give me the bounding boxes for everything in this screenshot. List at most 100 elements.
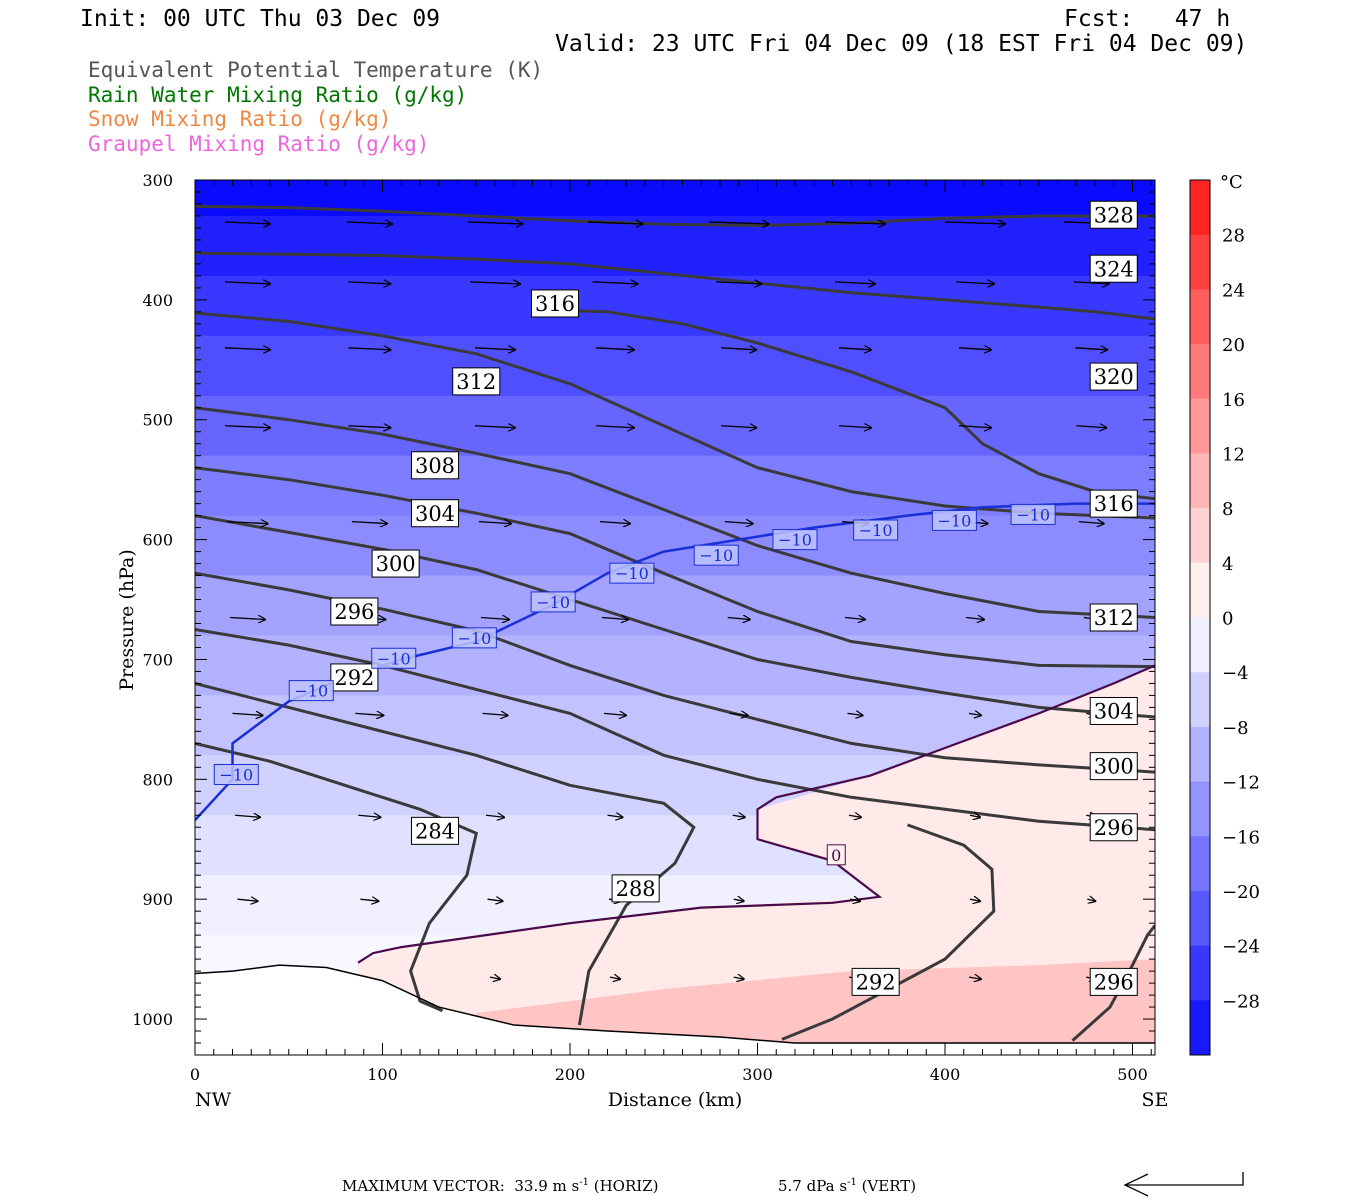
colorbar-swatch xyxy=(1190,508,1210,564)
horiz-label: (HORIZ) xyxy=(588,1177,659,1195)
y-tick-label: 900 xyxy=(142,890,173,909)
wind-vector xyxy=(599,522,630,524)
wind-vector xyxy=(601,618,628,620)
wind-vector xyxy=(969,899,980,901)
wind-vector xyxy=(724,522,753,524)
colorbar-unit: °C xyxy=(1220,172,1243,193)
label-box xyxy=(611,874,660,903)
wind-vector xyxy=(224,348,270,350)
label-box xyxy=(1089,603,1138,632)
label-box xyxy=(1089,200,1138,229)
legend-graupel: Graupel Mixing Ratio (g/kg) xyxy=(88,132,430,156)
isotherm-minus10-label: −10 xyxy=(451,627,497,649)
label-text: 328 xyxy=(1094,203,1134,227)
x-tick-label: 400 xyxy=(930,1065,961,1084)
colorbar-tick-label: 28 xyxy=(1222,226,1245,247)
wind-vector xyxy=(592,282,638,284)
vert-unit: -1 xyxy=(847,1177,857,1188)
label-text: 312 xyxy=(1094,606,1134,630)
label-text: 296 xyxy=(1094,970,1134,994)
wind-vector xyxy=(732,815,745,817)
label-text: −10 xyxy=(699,546,733,565)
label-box xyxy=(330,663,379,692)
wind-vector xyxy=(351,522,387,524)
wind-vector xyxy=(716,282,761,284)
wind-vector xyxy=(969,815,980,817)
forecast-hour: Fcst: 47 h xyxy=(1064,6,1231,32)
label-box xyxy=(410,816,460,845)
wind-vector xyxy=(733,899,744,901)
label-box xyxy=(530,289,580,318)
y-tick-label: 400 xyxy=(142,291,173,310)
label-box xyxy=(851,967,900,996)
colorbar-swatch xyxy=(1190,781,1210,837)
wind-vector xyxy=(955,282,994,284)
colorbar: 28 24 20 16 12 8 4 0 −4 −8 −12 −16 −20 −24 −28 °C xyxy=(1189,172,1260,1056)
y-tick-label: 1000 xyxy=(132,1010,173,1029)
label-text: 320 xyxy=(1094,365,1134,389)
wind-vector xyxy=(729,713,748,715)
wind-vector xyxy=(487,899,503,901)
isotherm-minus10-label: −10 xyxy=(1010,503,1056,525)
wind-vector xyxy=(733,977,744,979)
label-text: −10 xyxy=(377,649,411,668)
colorbar-tick-label: 4 xyxy=(1222,554,1233,575)
colorbar-tick-label: −16 xyxy=(1222,827,1260,848)
label-box xyxy=(330,597,379,626)
label-text: 304 xyxy=(415,502,455,526)
below-ground xyxy=(195,965,1155,1055)
wind-vector xyxy=(1075,348,1107,350)
wind-vector xyxy=(489,977,500,979)
label-text: 296 xyxy=(334,600,374,624)
wind-vector xyxy=(234,815,260,817)
label-text: 300 xyxy=(376,552,416,576)
wind-vector xyxy=(346,222,392,224)
label-text: −10 xyxy=(294,682,328,701)
label-box xyxy=(853,519,899,541)
y-tick-label: 800 xyxy=(142,770,173,789)
wind-vector xyxy=(595,426,634,428)
terrain-line xyxy=(194,964,1155,1044)
label-box xyxy=(931,509,977,531)
wind-vector xyxy=(609,977,620,979)
wind-vector xyxy=(237,899,258,901)
wind-vector xyxy=(1076,426,1106,428)
wind-vector xyxy=(478,522,511,524)
theta-e-label-288: 288 xyxy=(611,874,660,903)
wind-vector xyxy=(965,618,984,620)
label-text: 316 xyxy=(535,292,575,316)
isotherm-minus10-label: −10 xyxy=(609,562,655,584)
colorbar-swatch xyxy=(1190,180,1210,236)
wind-vector xyxy=(1073,282,1109,284)
colorbar-tick-label: 24 xyxy=(1222,280,1245,301)
wind-vector xyxy=(485,815,504,817)
wind-vector xyxy=(849,899,860,901)
label-text: 324 xyxy=(1094,257,1134,281)
wind-vector xyxy=(958,426,991,428)
colorbar-swatch xyxy=(1190,945,1210,1001)
wind-vector xyxy=(834,282,875,284)
theta-e-label-312: 312 xyxy=(452,367,501,396)
theta-e-label-284: 284 xyxy=(410,816,460,845)
label-box xyxy=(1089,489,1138,518)
wind-vector xyxy=(1087,899,1095,901)
wind-vector xyxy=(480,618,509,620)
label-text: 288 xyxy=(616,877,656,901)
wind-vector xyxy=(224,426,270,428)
colorbar-frame xyxy=(1189,179,1211,1056)
theta-e-label-292: 292 xyxy=(851,967,900,996)
isotherm-minus10-label: −10 xyxy=(772,529,818,551)
x-tick-label: 300 xyxy=(742,1065,773,1084)
wind-vector xyxy=(587,222,643,224)
colorbar-tick-label: −24 xyxy=(1222,937,1260,958)
colorbar-swatch xyxy=(1190,398,1210,454)
theta-e-label-304: 304 xyxy=(1089,696,1138,725)
isotherm-zero-label: 0 xyxy=(826,844,846,866)
wind-vector xyxy=(355,713,383,715)
label-box xyxy=(1089,362,1138,391)
wind-vector xyxy=(847,713,863,715)
isotherm-minus10-label: −10 xyxy=(931,509,977,531)
x-tick-label: 100 xyxy=(367,1065,398,1084)
label-text: −10 xyxy=(457,629,491,648)
